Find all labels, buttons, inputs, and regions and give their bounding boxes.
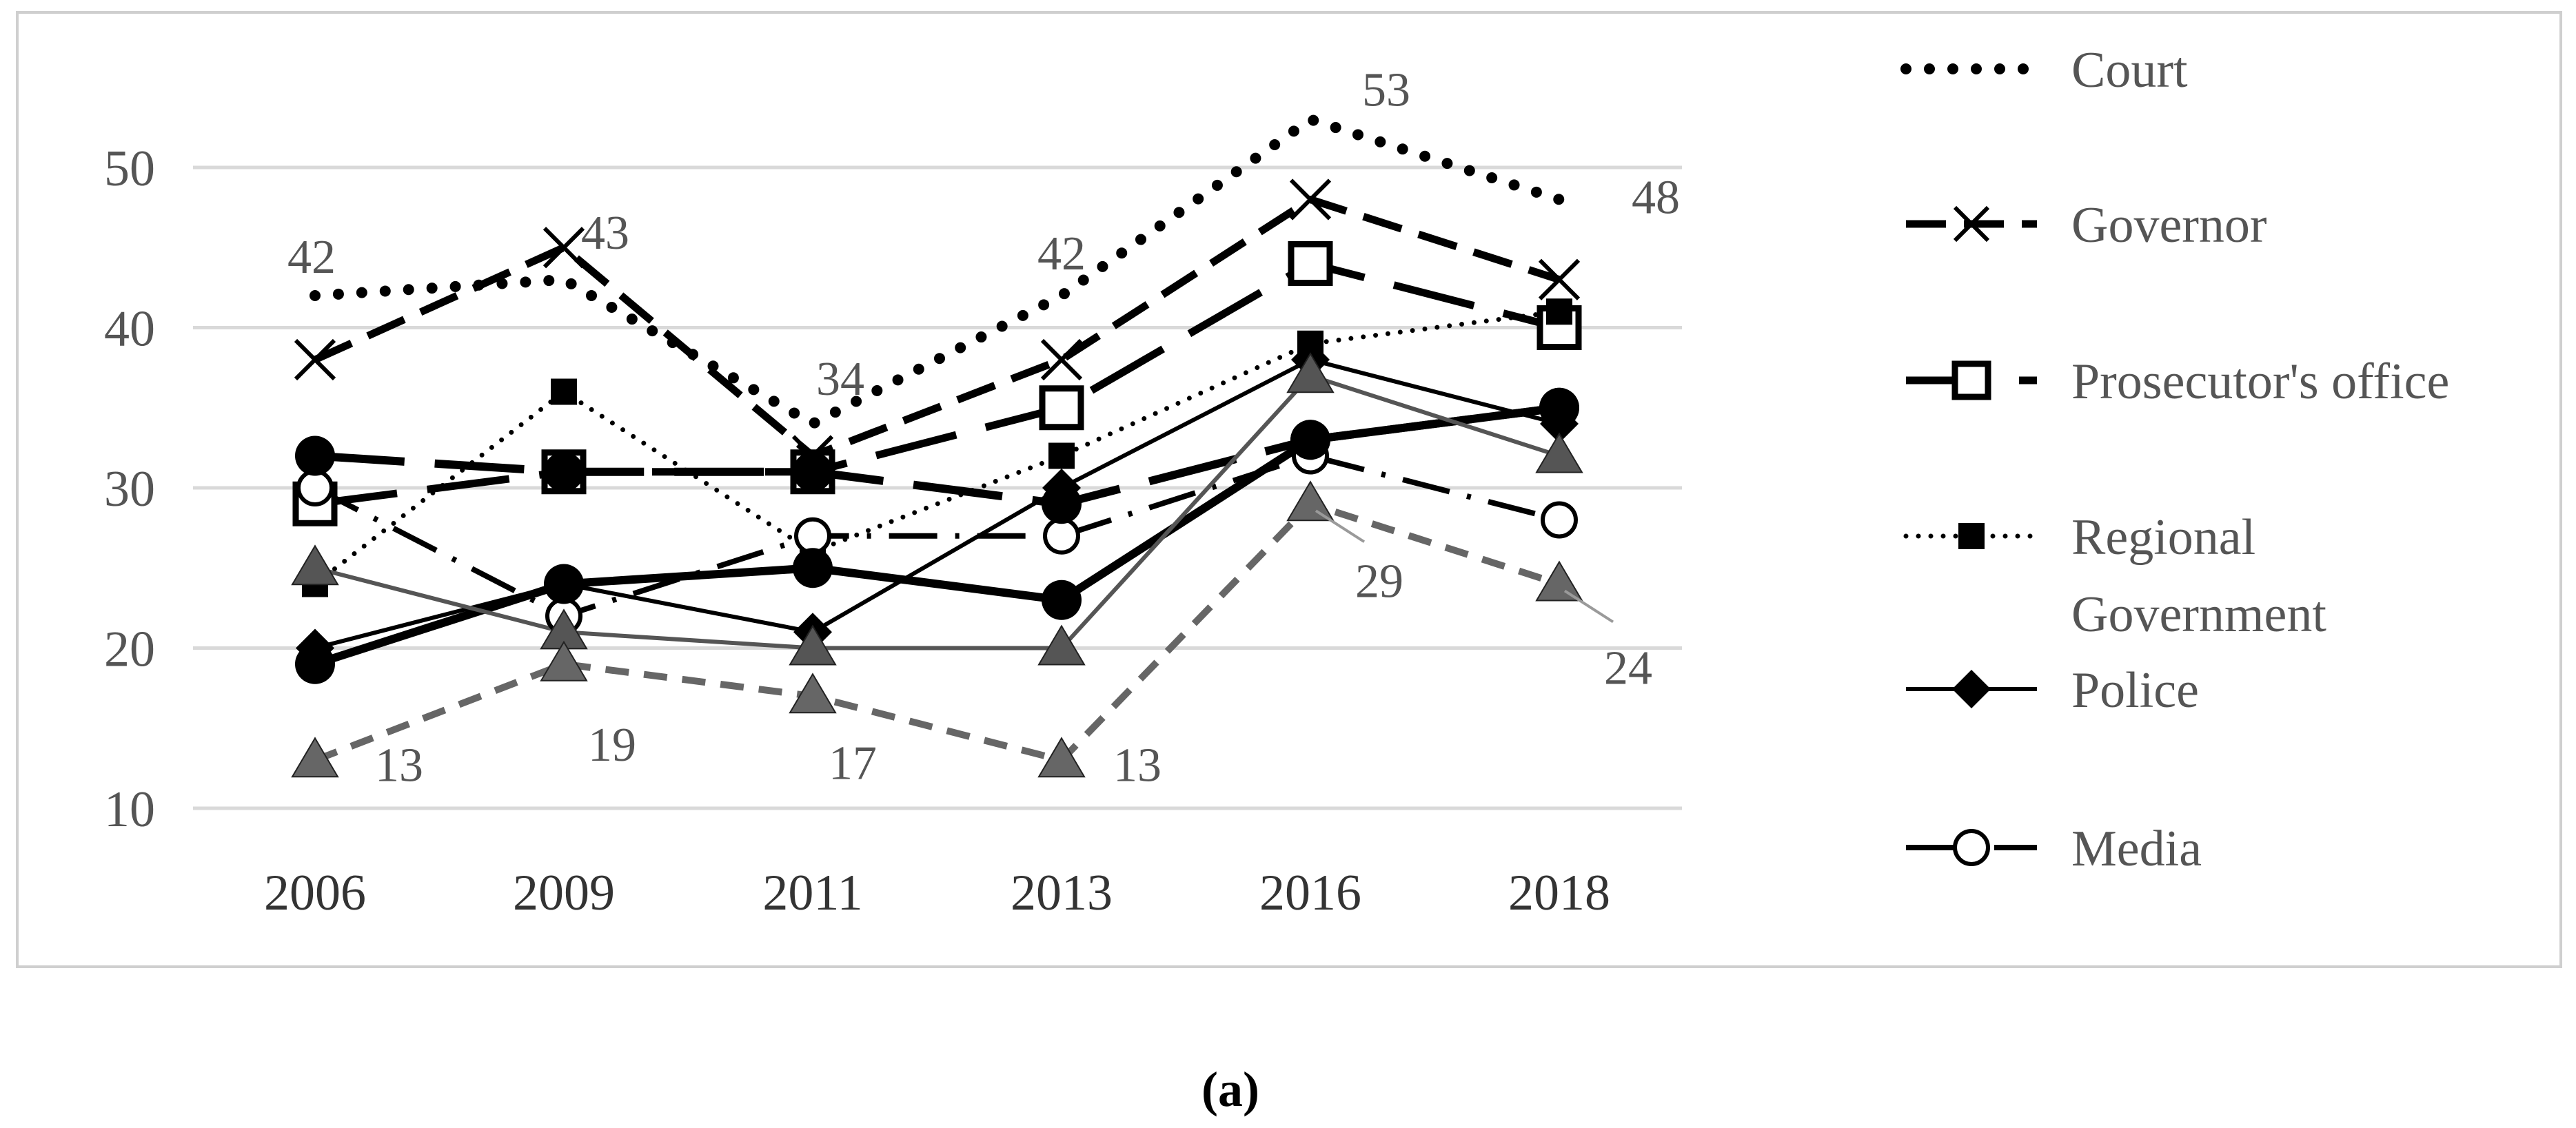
series-markers	[291, 178, 1583, 778]
filled-square-marker	[1958, 523, 1985, 549]
filled-circle-marker	[295, 435, 335, 476]
filled-circle-marker	[544, 564, 584, 604]
legend-label: Police	[2071, 662, 2199, 719]
series-line-3	[312, 309, 1562, 586]
y-tick-label: 20	[104, 622, 155, 678]
y-tick-label: 10	[104, 781, 155, 838]
filled-triangle-marker	[1286, 480, 1335, 522]
x-tick-label: 2009	[513, 865, 615, 921]
open-circle-marker	[1043, 517, 1080, 555]
legend-item: Prosecutor's office	[1906, 353, 2449, 410]
data-label: 13	[375, 739, 423, 792]
series-lines	[310, 114, 1565, 764]
data-label: 42	[1037, 227, 1086, 280]
open-circle-marker	[1953, 829, 1990, 866]
x-marker	[1289, 178, 1332, 221]
filled-triangle-marker	[1037, 737, 1086, 778]
x-marker	[1953, 205, 1990, 243]
y-axis-ticks: 10 20 30 40 50	[104, 141, 155, 838]
filled-triangle-marker	[1535, 560, 1583, 602]
filled-square-marker	[1546, 298, 1572, 325]
x-tick-label: 2013	[1011, 865, 1113, 921]
y-tick-label: 30	[104, 461, 155, 517]
filled-circle-marker	[295, 644, 335, 684]
legend-label: Media	[2071, 821, 2202, 877]
data-label: 19	[588, 719, 636, 772]
x-axis-ticks: 2006 2009 2011 2013 2016 2018	[264, 865, 1610, 921]
label-leader-line	[1563, 589, 1614, 624]
data-label: 24	[1604, 642, 1652, 695]
filled-circle-marker	[793, 548, 833, 588]
x-marker	[1538, 258, 1581, 300]
legend-label-line: Government	[2071, 586, 2326, 643]
data-label: 43	[581, 207, 629, 260]
filled-circle-marker	[1290, 420, 1330, 460]
data-label: 42	[287, 231, 336, 284]
filled-triangle-marker	[789, 624, 837, 666]
legend-item: Governor	[1906, 197, 2267, 254]
filled-triangle-marker	[1037, 624, 1086, 666]
series-line-9	[314, 500, 1561, 764]
open-square-marker	[1039, 385, 1084, 431]
data-label: 29	[1355, 555, 1403, 608]
data-label: 17	[829, 737, 877, 790]
series-line-5	[314, 453, 1560, 619]
filled-triangle-marker	[291, 737, 339, 778]
legend-item: Court	[1900, 42, 2188, 99]
series-line-1	[313, 196, 1561, 460]
label-leader-line	[1315, 509, 1366, 543]
filled-circle-marker	[544, 451, 584, 492]
filled-triangle-marker	[789, 673, 837, 714]
data-labels: 42 43 34 42 53 48 13 19 17 13 29 24	[287, 63, 1680, 792]
filled-circle-marker	[1539, 387, 1579, 428]
open-square-marker	[1951, 360, 1991, 400]
y-tick-label: 50	[104, 141, 155, 197]
legend-label: Regional Government	[2071, 509, 2326, 643]
legend-label: Court	[2071, 42, 2188, 99]
y-tick-label: 40	[104, 301, 155, 358]
filled-triangle-marker	[291, 544, 339, 586]
filled-circle-marker	[793, 451, 833, 492]
x-marker	[542, 227, 585, 269]
filled-diamond-marker	[1952, 670, 1991, 708]
open-square-marker	[1288, 241, 1333, 286]
x-tick-label: 2011	[762, 865, 862, 921]
filled-circle-marker	[1042, 580, 1082, 620]
legend-label: Prosecutor's office	[2071, 353, 2449, 410]
legend-item: Police	[1906, 662, 2199, 719]
legend-item: Regional Government	[1903, 509, 2326, 643]
filled-triangle-marker	[1535, 432, 1583, 473]
x-tick-label: 2016	[1259, 865, 1361, 921]
data-label: 53	[1362, 63, 1410, 116]
legend: Court Governor Prosecutor's office Regional…	[1900, 42, 2449, 877]
data-label: 34	[816, 353, 864, 406]
data-label: 48	[1632, 172, 1680, 225]
data-label: 13	[1113, 739, 1162, 792]
series-line-8	[314, 373, 1560, 650]
open-circle-marker	[794, 517, 831, 555]
figure-caption: (a)	[1201, 1062, 1259, 1117]
filled-circle-marker	[1042, 484, 1082, 524]
x-tick-label: 2006	[264, 865, 366, 921]
legend-label-line: Regional	[2071, 509, 2255, 566]
legend-label: Governor	[2071, 197, 2267, 254]
filled-square-marker	[1048, 442, 1075, 469]
series-line-2	[314, 260, 1561, 508]
open-circle-marker	[296, 469, 334, 506]
filled-square-marker	[551, 378, 577, 405]
x-marker	[1040, 338, 1083, 381]
x-tick-label: 2018	[1508, 865, 1610, 921]
x-marker	[294, 338, 336, 381]
filled-triangle-marker	[1286, 352, 1335, 393]
series-line-0	[310, 114, 1565, 429]
legend-item: Media	[1906, 821, 2202, 877]
filled-triangle-marker	[540, 640, 588, 681]
open-circle-marker	[1541, 501, 1578, 539]
series-line-7	[314, 403, 1560, 668]
